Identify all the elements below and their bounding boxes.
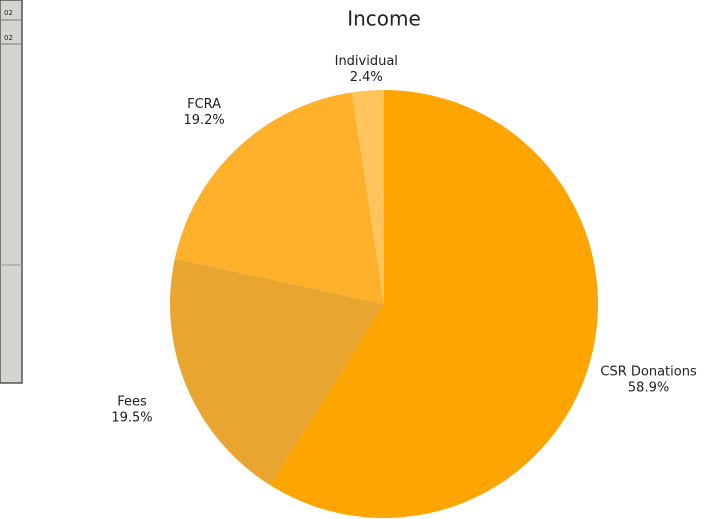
- slice-label: CSR Donations: [600, 364, 697, 379]
- pie-slice: [351, 90, 384, 304]
- fragment-text: 02: [4, 34, 13, 42]
- slice-label: Individual: [335, 54, 398, 69]
- pie-slice: [174, 92, 384, 304]
- slice-value-label: 2.4%: [350, 70, 383, 85]
- image-fragment: [0, 0, 23, 384]
- slice-value-label: 58.9%: [628, 380, 669, 395]
- pie-slice: [270, 90, 599, 519]
- slice-value-label: 19.2%: [183, 113, 224, 128]
- side-image: 02 02: [0, 0, 23, 384]
- slice-label: Fees: [117, 395, 147, 410]
- pie-slice: [170, 258, 384, 486]
- slice-value-label: 19.5%: [111, 411, 152, 426]
- slice-label: FCRA: [187, 97, 221, 112]
- fragment-text: 02: [4, 9, 13, 17]
- chart-title: Income: [347, 7, 421, 31]
